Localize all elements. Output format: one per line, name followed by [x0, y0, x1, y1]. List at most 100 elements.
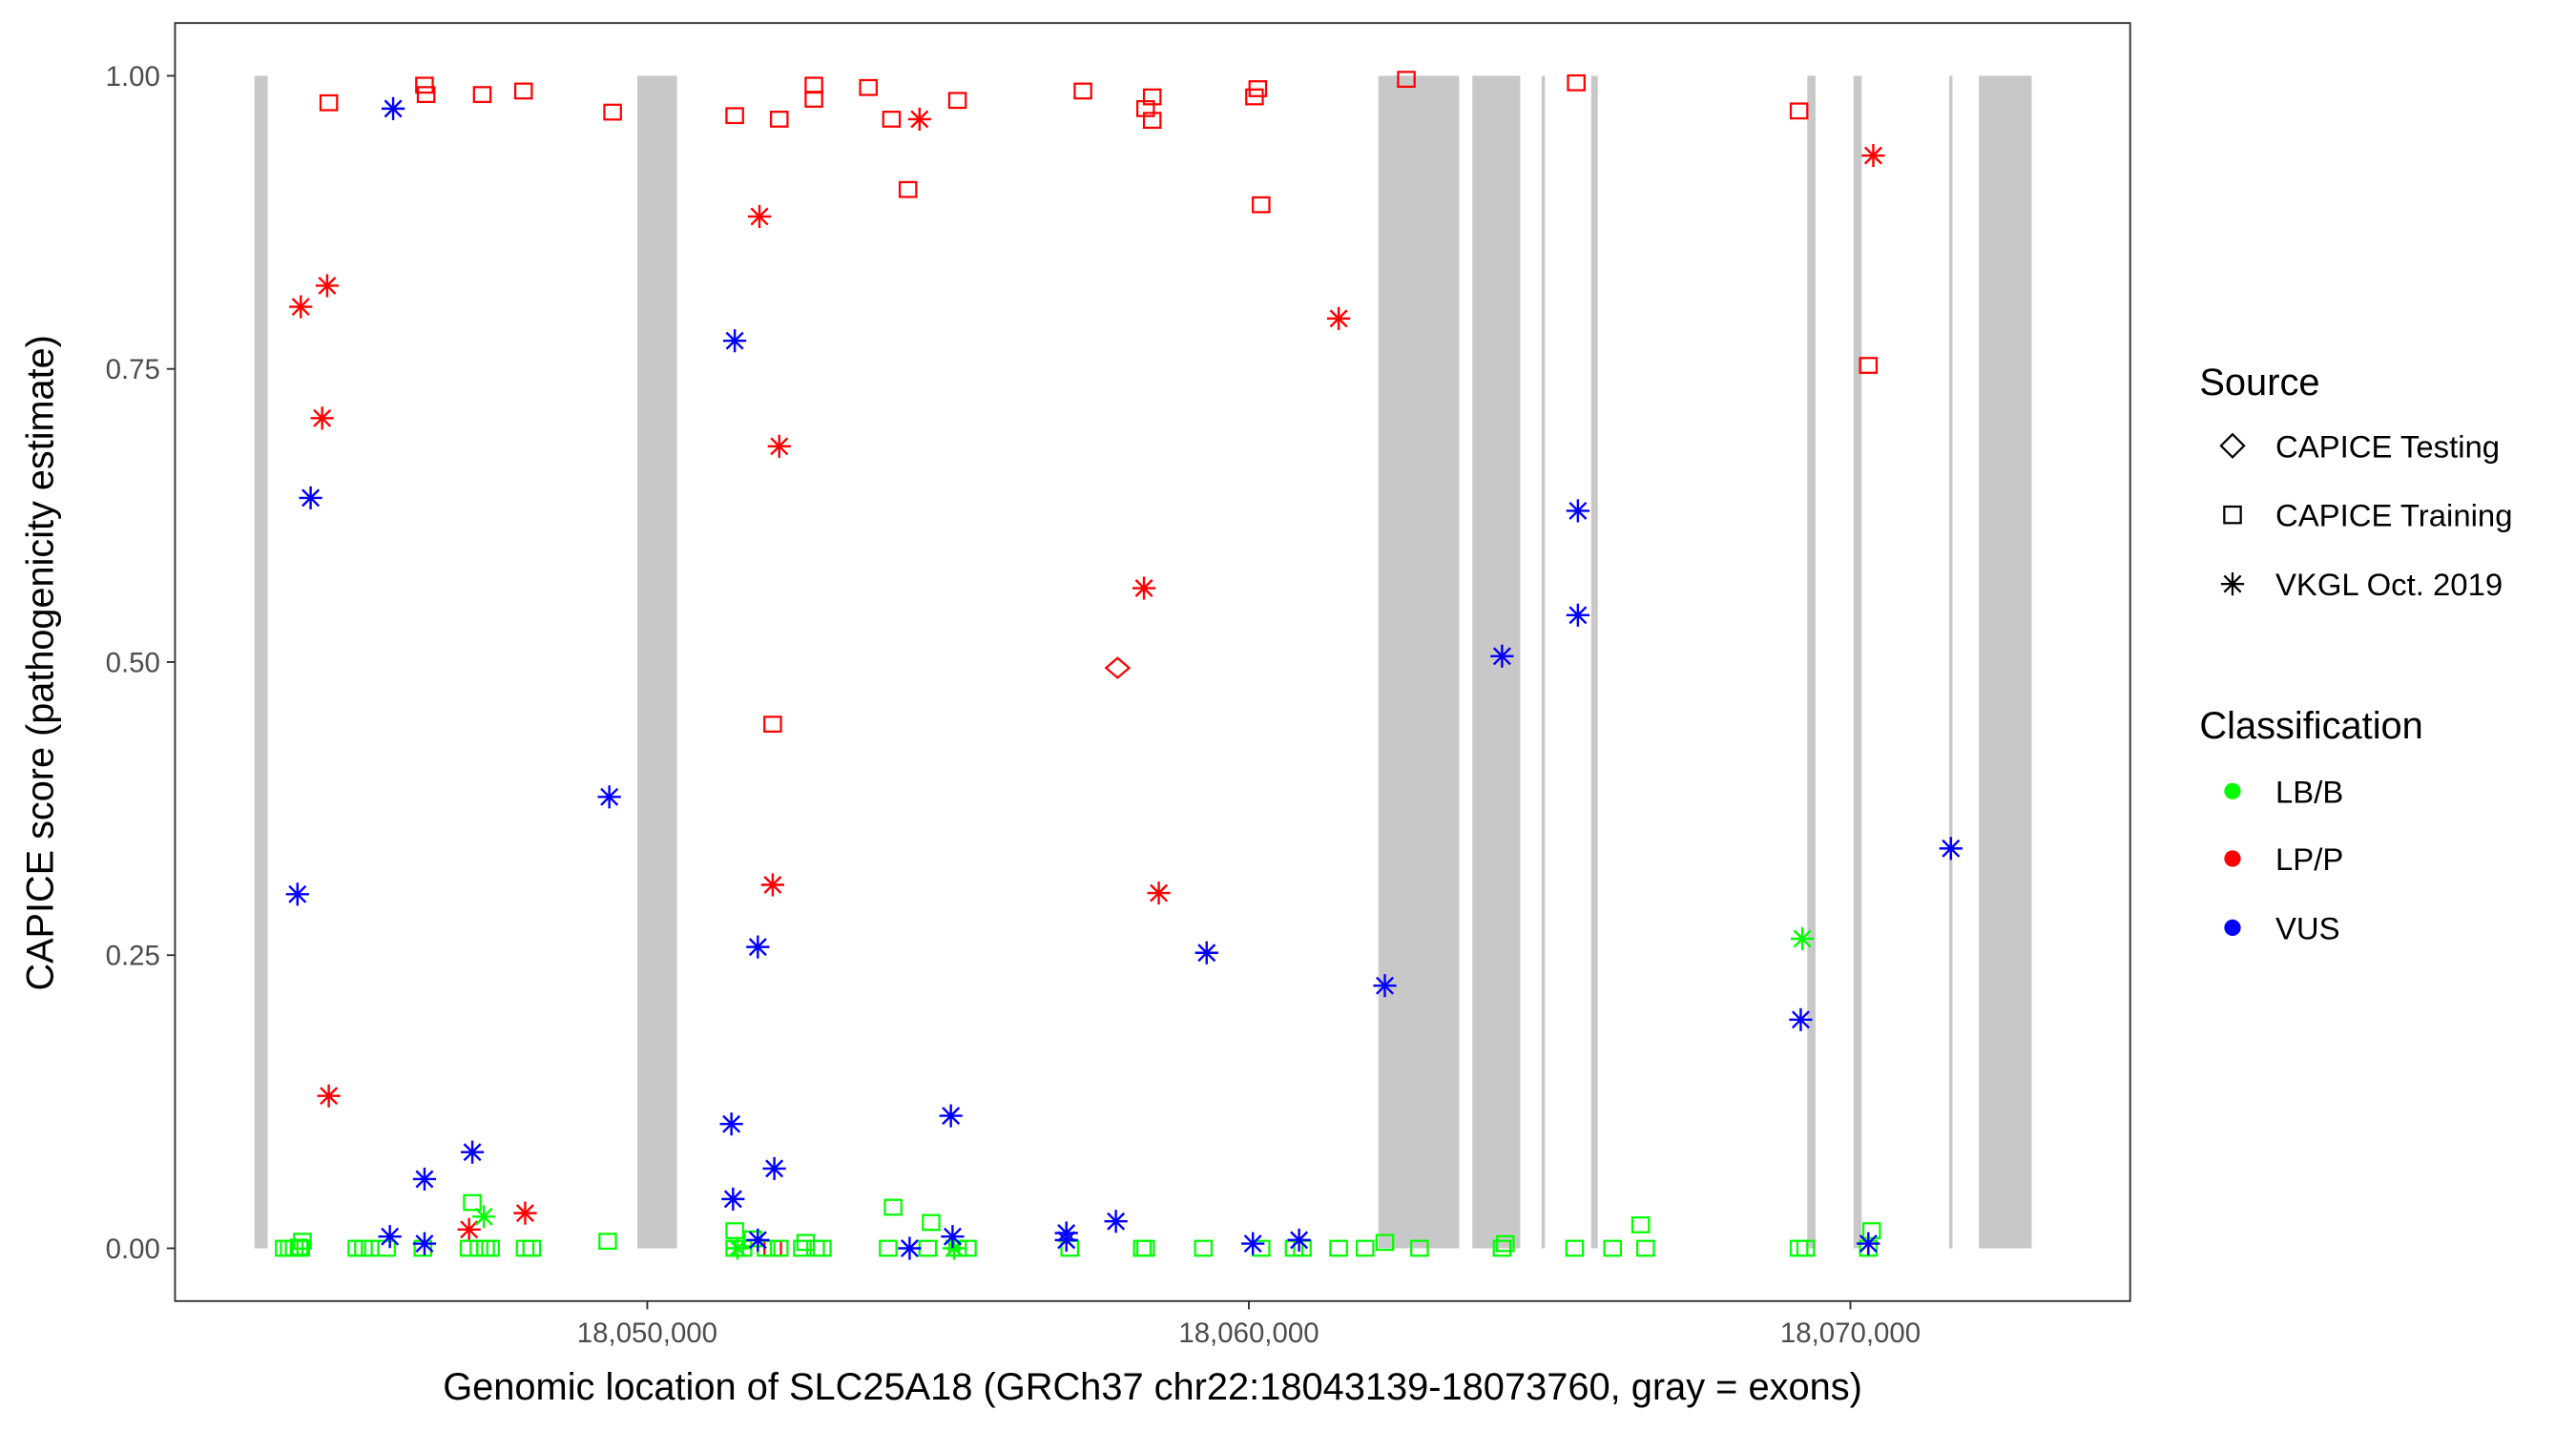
legend-lbb-dot-icon [2224, 782, 2241, 799]
point-square [1410, 1239, 1429, 1257]
point-asterisk [907, 107, 931, 131]
point-asterisk [513, 1201, 537, 1225]
exon-band [1949, 75, 1953, 1249]
point-square [1135, 1239, 1155, 1257]
point-asterisk [285, 882, 309, 906]
point-asterisk [721, 1187, 745, 1211]
point-asterisk [457, 1217, 481, 1241]
point-asterisk [747, 204, 772, 228]
point-square [883, 1198, 903, 1216]
legend-source-testing: CAPICE Testing [2275, 428, 2500, 464]
y-tick-label: 0.75 [106, 354, 160, 385]
point-asterisk [1326, 306, 1351, 330]
point-square [291, 1239, 311, 1257]
point-asterisk [1054, 1228, 1078, 1252]
point-square [922, 1213, 941, 1232]
point-asterisk [941, 1225, 965, 1249]
x-tick-label: 18,060,000 [1178, 1317, 1319, 1349]
point-square [1796, 1239, 1816, 1257]
point-asterisk [1104, 1210, 1128, 1234]
y-tick-label: 0.50 [106, 647, 160, 678]
point-asterisk [1939, 837, 1963, 861]
point-asterisk [746, 1228, 770, 1252]
point-asterisk [1241, 1232, 1265, 1255]
point-square [1135, 99, 1155, 117]
point-asterisk [939, 1104, 963, 1128]
legend-class-lpp: LP/P [2275, 841, 2343, 877]
point-square [1789, 102, 1809, 120]
legend-diamond-icon [2219, 432, 2246, 459]
legend-asterisk-icon [2220, 572, 2245, 596]
point-square [763, 716, 782, 733]
point-square [1073, 82, 1092, 100]
x-axis-ticks: 18,050,000 18,060,000 18,070,000 [577, 1300, 1921, 1349]
point-square [289, 1238, 309, 1256]
point-square [463, 1193, 482, 1212]
point-asterisk [460, 1140, 485, 1164]
point-asterisk [597, 785, 621, 809]
point-square [522, 1239, 542, 1257]
point-square [416, 86, 436, 103]
y-tick-label: 1.00 [106, 61, 160, 93]
y-tick-label: 0.25 [106, 941, 160, 972]
point-square [859, 78, 878, 96]
point-asterisk [1132, 576, 1156, 600]
exon-band [254, 75, 268, 1249]
point-asterisk [472, 1205, 496, 1229]
legend-vus-dot-icon [2224, 919, 2241, 937]
legend-source-training: CAPICE Training [2275, 498, 2513, 533]
point-asterisk [412, 1232, 437, 1255]
point-square [603, 103, 622, 121]
point-square [481, 1239, 500, 1257]
point-asterisk [1195, 941, 1218, 964]
point-square [1496, 1234, 1515, 1253]
point-square [1329, 1239, 1348, 1257]
point-asterisk [1490, 644, 1514, 668]
exon-band [1541, 75, 1546, 1249]
point-square [898, 180, 918, 198]
point-asterisk [378, 1225, 402, 1249]
legend-lpp-dot-icon [2224, 850, 2241, 867]
point-square [1631, 1216, 1651, 1234]
point-asterisk [1789, 1007, 1813, 1031]
exon-band [1979, 75, 2032, 1249]
point-square [472, 86, 492, 103]
point-square [1375, 1234, 1395, 1252]
exon-bands [254, 75, 2032, 1249]
point-square [1252, 196, 1271, 214]
point-square [725, 1222, 744, 1239]
point-asterisk [760, 873, 785, 897]
point-square [1859, 357, 1879, 374]
point-square [598, 1233, 617, 1250]
legend-classification-title: Classification [2199, 705, 2422, 747]
point-asterisk [746, 935, 770, 959]
point-square [1603, 1239, 1623, 1257]
point-asterisk [1373, 974, 1397, 998]
point-asterisk [725, 1236, 750, 1260]
point-square [947, 92, 967, 110]
point-asterisk [762, 1156, 786, 1180]
legend-square-icon [2223, 505, 2242, 525]
point-asterisk [722, 329, 747, 353]
point-asterisk [315, 274, 340, 298]
point-square [1248, 80, 1268, 97]
point-asterisk [1790, 926, 1815, 951]
point-square [769, 1239, 789, 1257]
point-square [769, 111, 789, 128]
legend-source-title: Source [2199, 362, 2319, 404]
point-square [415, 76, 434, 94]
point-diamond [1104, 656, 1132, 679]
data-points [275, 71, 1963, 1260]
point-square [513, 82, 533, 100]
point-asterisk [317, 1084, 341, 1108]
legend-class-lbb: LB/B [2275, 774, 2343, 809]
point-asterisk [719, 1112, 743, 1136]
point-square [813, 1239, 832, 1257]
point-asterisk [1566, 499, 1589, 523]
point-asterisk [381, 96, 405, 120]
exon-band [1378, 75, 1460, 1249]
exon-band [1590, 75, 1598, 1249]
point-square [1397, 71, 1416, 89]
